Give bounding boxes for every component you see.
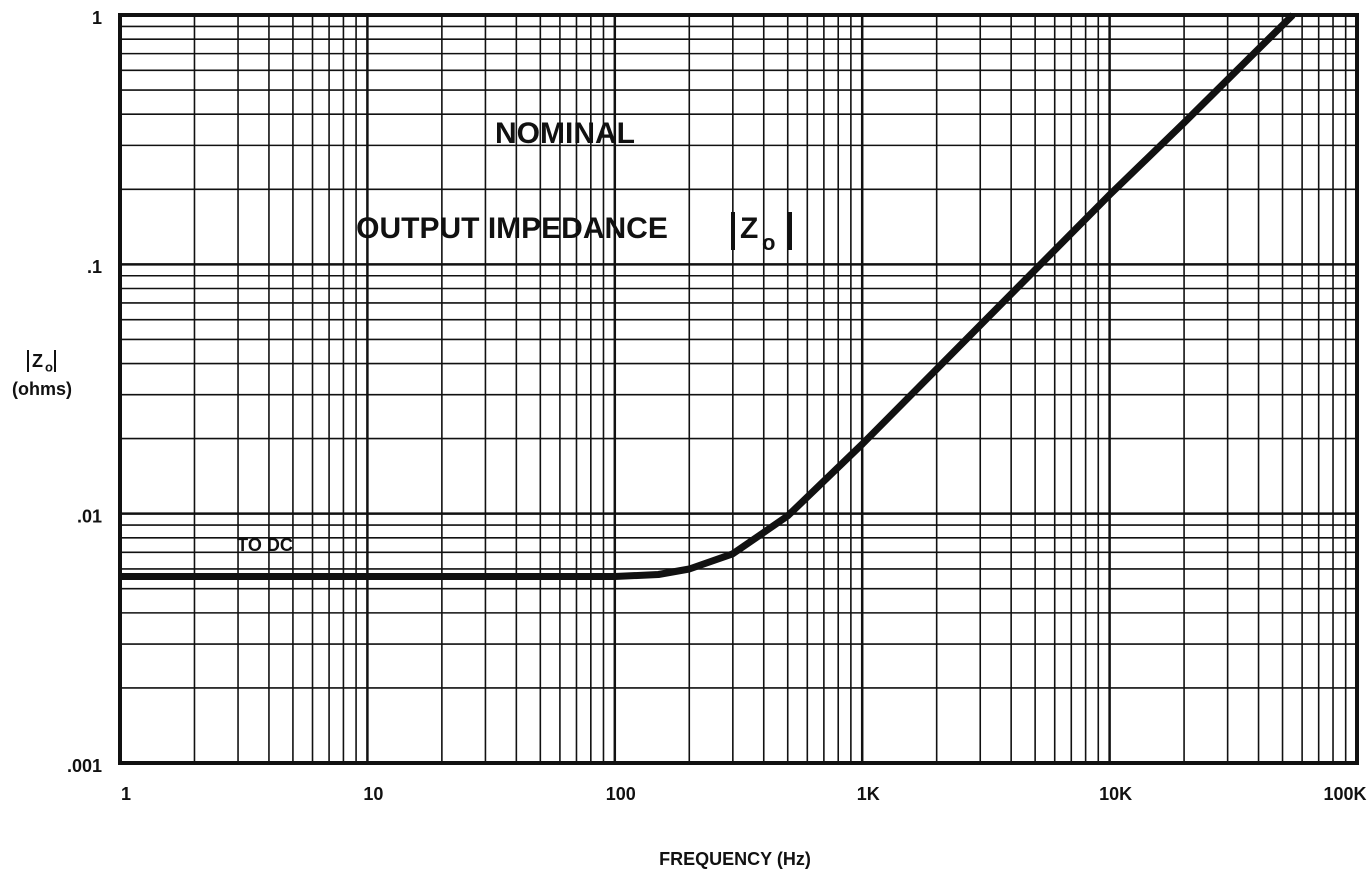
annotation: NOMINAL <box>495 117 635 150</box>
x-tick-label: 1 <box>121 784 131 804</box>
y-axis-label-subscript: o <box>45 359 53 374</box>
x-axis-label: FREQUENCY (Hz) <box>659 849 811 869</box>
annotation: TO DC <box>237 535 293 555</box>
y-axis-label: Z <box>32 351 43 371</box>
x-tick-label: 100K <box>1323 784 1366 804</box>
annotation: OUTPUT IMPEDANCE <box>356 212 668 245</box>
plot-frame <box>118 13 1359 765</box>
annotation-symbol: Z <box>740 212 758 245</box>
y-tick-label: .001 <box>67 756 102 776</box>
annotation-subscript: o <box>762 230 775 255</box>
y-tick-label: .01 <box>77 506 102 526</box>
x-tick-label: 100 <box>606 784 636 804</box>
x-tick-label: 10K <box>1099 784 1132 804</box>
x-tick-label: 10 <box>363 784 383 804</box>
line <box>120 12 1296 580</box>
y-tick-label: 1 <box>92 8 102 28</box>
y-axis-label: (ohms) <box>12 379 72 399</box>
x-tick-label: 1K <box>857 784 880 804</box>
y-tick-label: .1 <box>87 257 102 277</box>
